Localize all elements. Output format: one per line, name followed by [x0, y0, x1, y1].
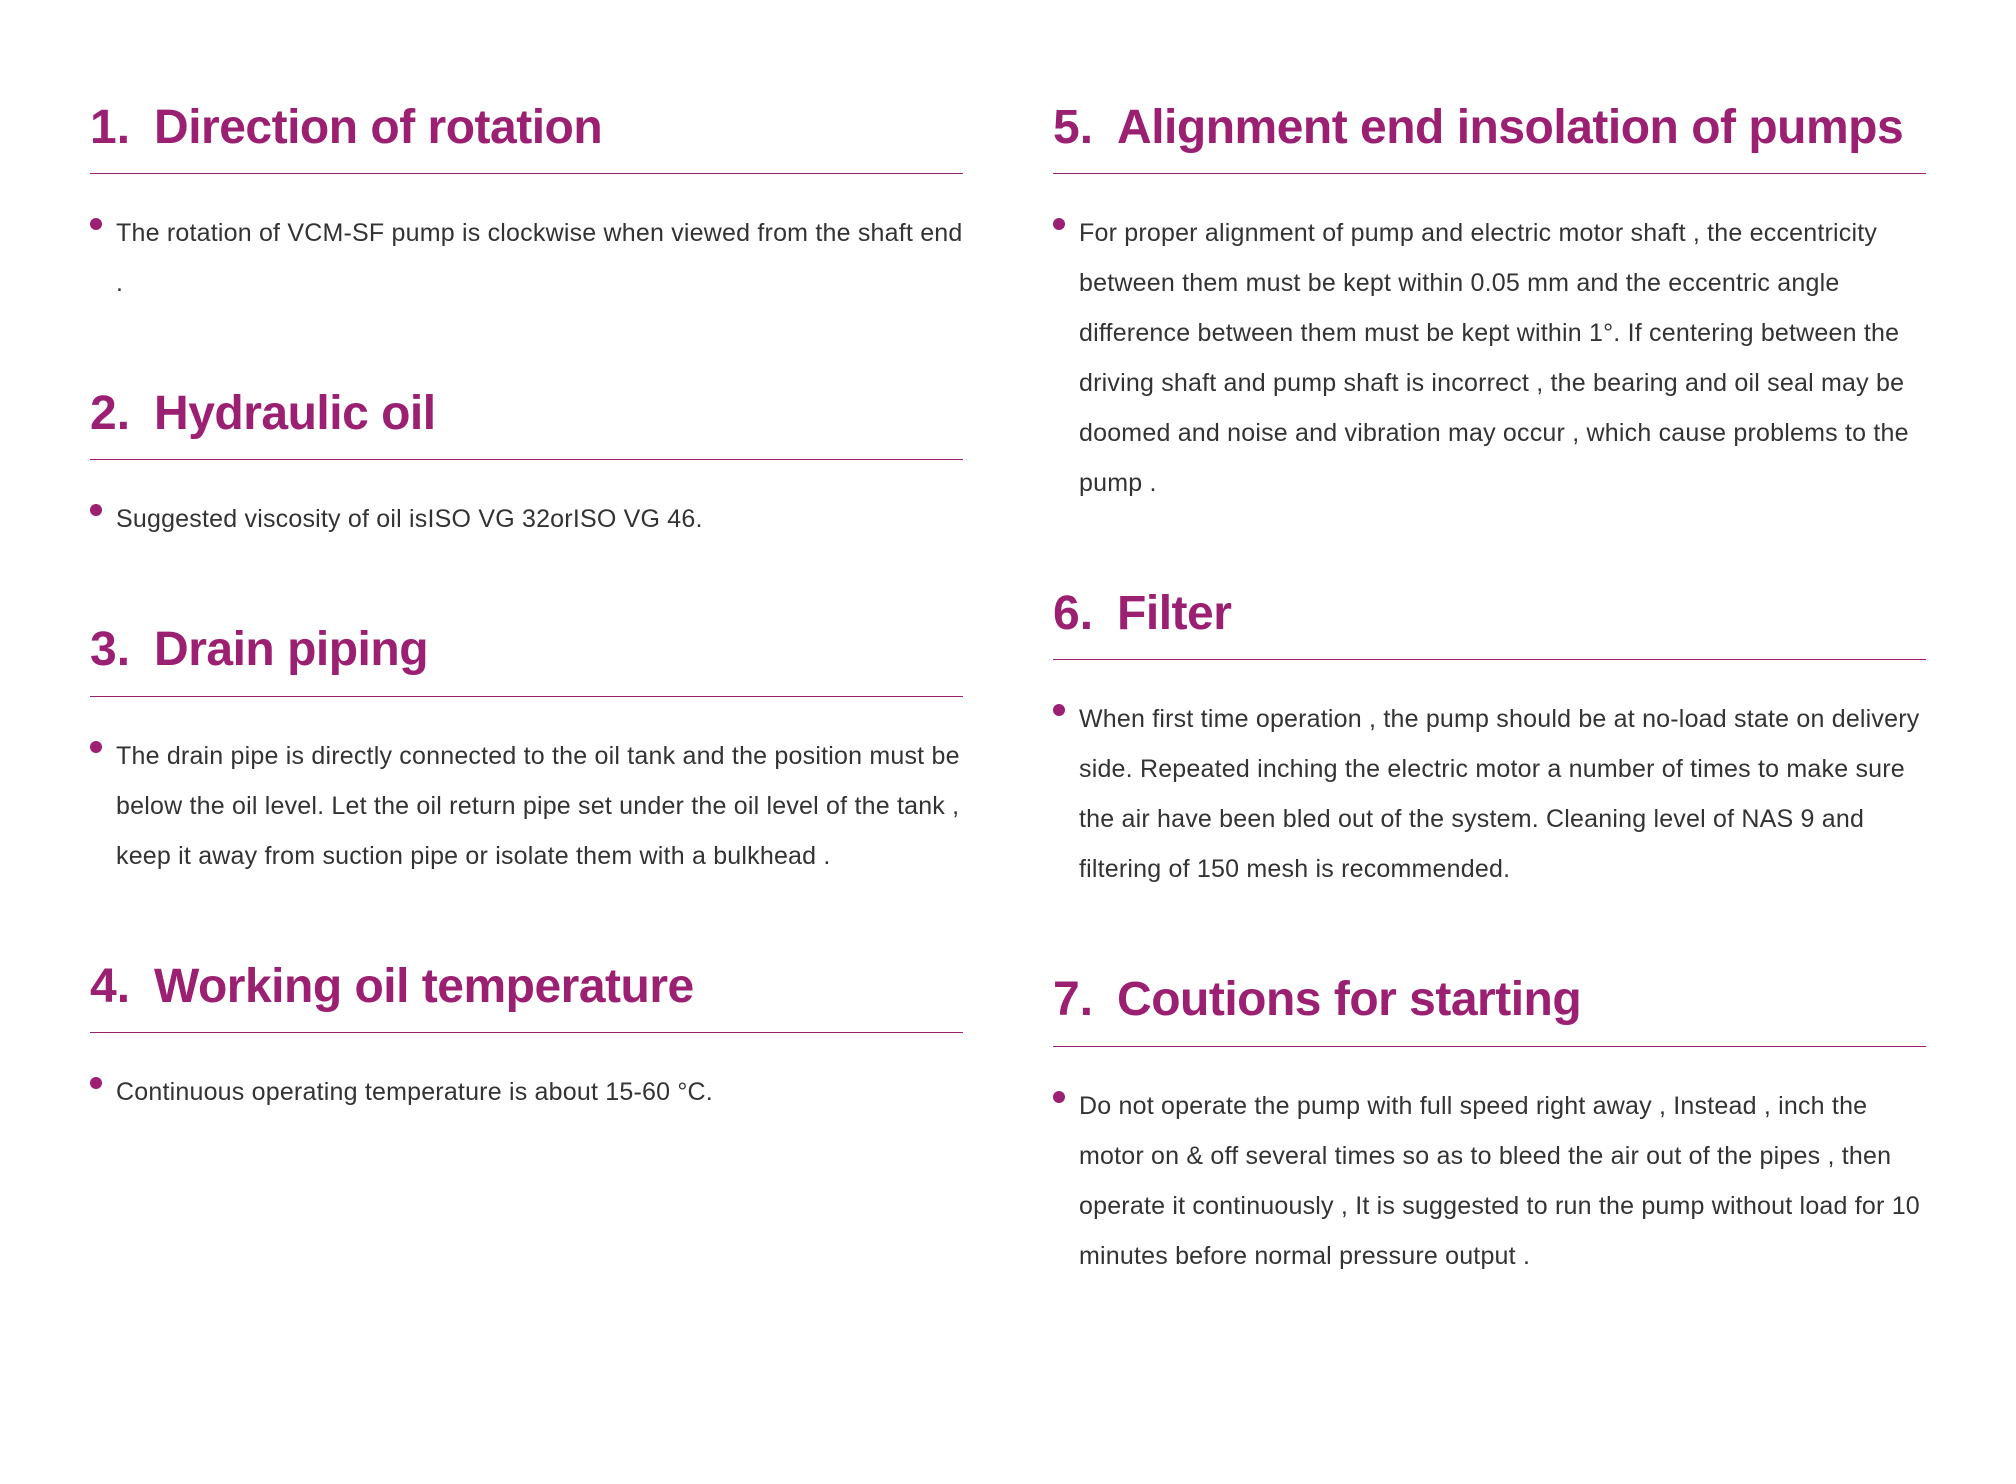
section-title: Drain piping: [154, 622, 428, 677]
section-s2: 2. Hydraulic oil Suggested viscosity of oi…: [90, 386, 963, 552]
section-body: The rotation of VCM-SF pump is clockwise…: [90, 208, 963, 308]
section-body: Continuous operating temperature is abou…: [90, 1067, 963, 1117]
section-s6: 6. Filter When first time operation , the …: [1053, 586, 1926, 902]
section-title: Alignment end insolation of pumps: [1117, 100, 1903, 155]
bullet-icon: [90, 741, 102, 753]
bullet-text: The rotation of VCM-SF pump is clockwise…: [116, 208, 963, 308]
section-title: Working oil temperature: [154, 959, 694, 1014]
page: 1. Direction of rotation The rotation of V…: [0, 0, 2016, 1484]
column-left: 1. Direction of rotation The rotation of V…: [90, 100, 963, 1424]
section-title: Hydraulic oil: [154, 386, 436, 441]
section-title: Coutions for starting: [1117, 972, 1581, 1027]
section-heading: 6. Filter: [1053, 586, 1926, 660]
bullet-text: Do not operate the pump with full speed …: [1079, 1081, 1926, 1281]
section-number: 5.: [1053, 100, 1093, 155]
bullet-item: Do not operate the pump with full speed …: [1053, 1081, 1926, 1281]
section-number: 1.: [90, 100, 130, 155]
bullet-item: Suggested viscosity of oil isISO VG 32or…: [90, 494, 963, 544]
bullet-text: Suggested viscosity of oil isISO VG 32or…: [116, 494, 703, 544]
section-heading: 1. Direction of rotation: [90, 100, 963, 174]
section-number: 3.: [90, 622, 130, 677]
section-number: 7.: [1053, 972, 1093, 1027]
bullet-item: The rotation of VCM-SF pump is clockwise…: [90, 208, 963, 308]
section-heading: 5. Alignment end insolation of pumps: [1053, 100, 1926, 174]
bullet-icon: [1053, 1091, 1065, 1103]
section-number: 6.: [1053, 586, 1093, 641]
section-heading: 3. Drain piping: [90, 622, 963, 696]
bullet-icon: [90, 1077, 102, 1089]
bullet-icon: [90, 504, 102, 516]
section-body: For proper alignment of pump and electri…: [1053, 208, 1926, 508]
bullet-item: The drain pipe is directly connected to …: [90, 731, 963, 881]
section-number: 4.: [90, 959, 130, 1014]
bullet-item: When first time operation , the pump sho…: [1053, 694, 1926, 894]
section-heading: 4. Working oil temperature: [90, 959, 963, 1033]
section-s4: 4. Working oil temperature Continuous oper…: [90, 959, 963, 1125]
section-number: 2.: [90, 386, 130, 441]
bullet-text: For proper alignment of pump and electri…: [1079, 208, 1926, 508]
bullet-item: For proper alignment of pump and electri…: [1053, 208, 1926, 508]
bullet-icon: [1053, 218, 1065, 230]
section-s5: 5. Alignment end insolation of pumps For p…: [1053, 100, 1926, 516]
section-body: When first time operation , the pump sho…: [1053, 694, 1926, 894]
section-heading: 7. Coutions for starting: [1053, 972, 1926, 1046]
column-right: 5. Alignment end insolation of pumps For p…: [1053, 100, 1926, 1424]
section-s7: 7. Coutions for starting Do not operate th…: [1053, 972, 1926, 1288]
bullet-icon: [90, 218, 102, 230]
section-s3: 3. Drain piping The drain pipe is directly…: [90, 622, 963, 888]
section-title: Direction of rotation: [154, 100, 602, 155]
section-title: Filter: [1117, 586, 1231, 641]
bullet-text: The drain pipe is directly connected to …: [116, 731, 963, 881]
section-heading: 2. Hydraulic oil: [90, 386, 963, 460]
section-body: Do not operate the pump with full speed …: [1053, 1081, 1926, 1281]
section-s1: 1. Direction of rotation The rotation of V…: [90, 100, 963, 316]
bullet-item: Continuous operating temperature is abou…: [90, 1067, 963, 1117]
bullet-text: Continuous operating temperature is abou…: [116, 1067, 713, 1117]
bullet-text: When first time operation , the pump sho…: [1079, 694, 1926, 894]
section-body: The drain pipe is directly connected to …: [90, 731, 963, 881]
bullet-icon: [1053, 704, 1065, 716]
section-body: Suggested viscosity of oil isISO VG 32or…: [90, 494, 963, 544]
